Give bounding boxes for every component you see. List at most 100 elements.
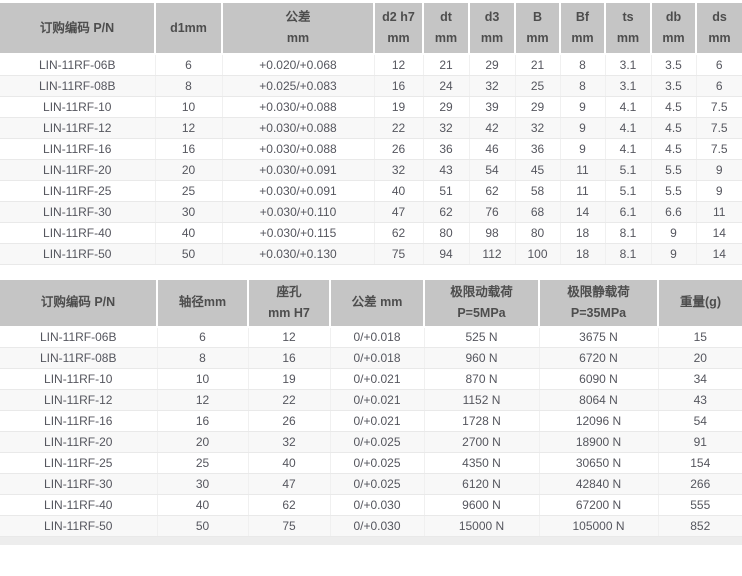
value-cell: 29 xyxy=(423,96,470,118)
value-cell: 62 xyxy=(423,201,470,223)
dimensions-table-body: LIN-11RF-06B 6 +0.020/+0.068 12 21 29 21 8 3.1 3.… xyxy=(0,54,742,265)
value-cell: 22 xyxy=(248,389,331,411)
column-header: 极限动载荷 P=5MPa xyxy=(424,279,540,328)
table-row: LIN-11RF-20 20 +0.030/+0.091 32 43 54 45 11 5.1 5… xyxy=(0,159,742,181)
value-cell: +0.020/+0.068 xyxy=(222,54,375,76)
column-header-line: 极限动载荷 xyxy=(450,284,513,299)
column-header-line: 订购编码 P/N xyxy=(39,20,115,35)
value-cell: 9 xyxy=(696,159,742,181)
value-cell: 14 xyxy=(560,201,606,223)
value-cell: 154 xyxy=(658,452,742,474)
value-cell: 8 xyxy=(155,75,223,97)
column-header-line: B xyxy=(532,10,543,25)
column-header-line: d2 h7 xyxy=(382,10,415,25)
header-row: 订购编码 P/N 轴径mm 座孔 mm H7 公差 mm 极限动载荷 P=5MPa 极限静载荷… xyxy=(0,279,742,328)
value-cell: 7.5 xyxy=(696,117,742,139)
column-header-line: mm xyxy=(434,31,458,45)
column-header: 订购编码 P/N xyxy=(0,3,156,55)
value-cell: 6 xyxy=(157,326,249,348)
value-cell: 58 xyxy=(515,180,561,202)
value-cell: 3.5 xyxy=(651,54,697,76)
value-cell: 50 xyxy=(155,243,223,265)
column-header-line: d3 xyxy=(484,10,500,25)
column-header-line: db xyxy=(665,10,682,25)
table-row: LIN-11RF-08B 8 16 0/+0.018 960 N 6720 N 20 xyxy=(0,347,742,369)
value-cell: 0/+0.021 xyxy=(330,368,425,390)
column-header-line: 极限静载荷 xyxy=(567,284,630,299)
value-cell: 8 xyxy=(560,75,606,97)
value-cell: 4.1 xyxy=(605,96,652,118)
value-cell: 62 xyxy=(374,222,424,244)
value-cell: 36 xyxy=(423,138,470,160)
value-cell: 5.5 xyxy=(651,180,697,202)
value-cell: 40 xyxy=(248,452,331,474)
value-cell: 555 xyxy=(658,494,742,516)
value-cell: +0.030/+0.115 xyxy=(222,222,375,244)
part-number-cell: LIN-11RF-10 xyxy=(0,368,158,390)
value-cell: 29 xyxy=(469,54,516,76)
column-header-line: mm xyxy=(286,31,310,45)
table-row: LIN-11RF-25 25 40 0/+0.025 4350 N 30650 N 154 xyxy=(0,452,742,474)
value-cell: 3.1 xyxy=(605,75,652,97)
value-cell: 9 xyxy=(560,117,606,139)
column-header-line: mm xyxy=(662,31,685,45)
table-row: LIN-11RF-06B 6 +0.020/+0.068 12 21 29 21 8 3.1 3.… xyxy=(0,54,742,76)
column-header-line: 重量(g) xyxy=(680,295,721,310)
column-header: dt mm xyxy=(423,3,470,55)
part-number-cell: LIN-11RF-16 xyxy=(0,138,156,160)
value-cell: 8.1 xyxy=(605,243,652,265)
column-header-line: dt xyxy=(440,10,452,25)
value-cell: 11 xyxy=(560,180,606,202)
table-row: LIN-11RF-40 40 62 0/+0.030 9600 N 67200 N 555 xyxy=(0,494,742,516)
value-cell: 25 xyxy=(155,180,223,202)
value-cell: 5.1 xyxy=(605,180,652,202)
table-row: LIN-11RF-06B 6 12 0/+0.018 525 N 3675 N 15 xyxy=(0,326,742,348)
table-row: LIN-11RF-12 12 +0.030/+0.088 22 32 42 32 9 4.1 4.… xyxy=(0,117,742,139)
column-header-line: 订购编码 P/N xyxy=(40,295,116,310)
value-cell: 21 xyxy=(515,54,561,76)
column-header-line: mm H7 xyxy=(268,305,310,320)
value-cell: 852 xyxy=(658,515,742,537)
column-header-line: P=5MPa xyxy=(457,305,506,320)
column-header-line: ds xyxy=(712,10,727,25)
table-row: LIN-11RF-16 16 26 0/+0.021 1728 N 12096 N 54 xyxy=(0,410,742,432)
value-cell: 20 xyxy=(155,159,223,181)
value-cell: 80 xyxy=(423,222,470,244)
value-cell: 16 xyxy=(248,347,331,369)
value-cell: 9 xyxy=(560,96,606,118)
value-cell: 0/+0.025 xyxy=(330,473,425,495)
value-cell: 12 xyxy=(157,389,249,411)
value-cell: 0/+0.025 xyxy=(330,452,425,474)
value-cell: 16 xyxy=(155,138,223,160)
column-header-line: mm xyxy=(571,31,594,45)
value-cell: 47 xyxy=(248,473,331,495)
value-cell: +0.030/+0.130 xyxy=(222,243,375,265)
value-cell: 1728 N xyxy=(424,410,540,432)
value-cell: 42 xyxy=(469,117,516,139)
part-number-cell: LIN-11RF-12 xyxy=(0,117,156,139)
value-cell: 9 xyxy=(696,180,742,202)
value-cell: +0.030/+0.088 xyxy=(222,117,375,139)
value-cell: 67200 N xyxy=(539,494,659,516)
part-number-cell: LIN-11RF-08B xyxy=(0,75,156,97)
value-cell: 4.5 xyxy=(651,96,697,118)
column-header-line: mm xyxy=(526,31,549,45)
value-cell: 6.6 xyxy=(651,201,697,223)
value-cell: 19 xyxy=(374,96,424,118)
value-cell: +0.025/+0.083 xyxy=(222,75,375,97)
part-number-cell: LIN-11RF-10 xyxy=(0,96,156,118)
value-cell: 15 xyxy=(658,326,742,348)
value-cell: 4.1 xyxy=(605,138,652,160)
value-cell: 21 xyxy=(423,54,470,76)
column-header-line: ts xyxy=(622,10,634,25)
value-cell: 8 xyxy=(560,54,606,76)
column-header: Bf mm xyxy=(560,3,606,55)
value-cell: 0/+0.030 xyxy=(330,515,425,537)
value-cell: 12 xyxy=(248,326,331,348)
table-row: LIN-11RF-08B 8 +0.025/+0.083 16 24 32 25 8 3.1 3.… xyxy=(0,75,742,97)
value-cell: 39 xyxy=(469,96,516,118)
column-header: 重量(g) xyxy=(658,279,742,328)
